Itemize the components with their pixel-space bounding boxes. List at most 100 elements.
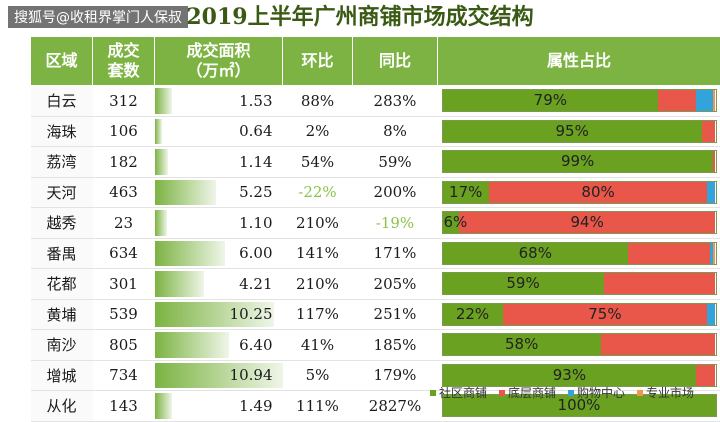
cell-yoy: 200%: [353, 177, 438, 208]
cell-mom: 141%: [283, 238, 353, 269]
cell-yoy: 171%: [353, 238, 438, 269]
mix-stacked-bar: 17%80%: [442, 181, 717, 204]
cell-mix: 17%80%: [438, 177, 720, 208]
cell-yoy: 179%: [353, 360, 438, 391]
cell-area: 6.00: [155, 238, 283, 269]
header-units-line1: 成交: [93, 41, 154, 61]
mix-label: 68%: [443, 243, 629, 264]
cell-yoy: 59%: [353, 147, 438, 178]
mix-label: 93%: [443, 365, 697, 386]
mix-stacked-bar: 59%: [442, 272, 717, 295]
cell-region: 从化: [31, 391, 93, 422]
cell-mix: 6%94%: [438, 208, 720, 239]
cell-area: 1.14: [155, 147, 283, 178]
area-value: 1.14: [155, 153, 283, 171]
mix-segment: [658, 90, 696, 111]
cell-mix: 68%: [438, 238, 720, 269]
legend-swatch: [568, 390, 574, 396]
header-yoy: 同比: [353, 37, 438, 86]
cell-mix: 58%: [438, 330, 720, 361]
header-row: 区域 成交 套数 成交面积 （万㎡） 环比 同比 属性占比: [31, 37, 720, 86]
cell-units: 106: [93, 116, 155, 147]
cell-area: 5.25: [155, 177, 283, 208]
cell-region: 白云: [31, 86, 93, 117]
legend-item: 底层商铺: [499, 384, 556, 401]
header-area: 成交面积 （万㎡）: [155, 37, 283, 86]
legend-item: 专业市场: [637, 384, 694, 401]
header-area-line2: （万㎡）: [155, 61, 282, 81]
area-value: 5.25: [155, 183, 283, 201]
mix-segment: [707, 182, 715, 203]
mix-stacked-bar: 95%: [442, 120, 717, 143]
area-value: 10.94: [155, 366, 283, 384]
cell-area: 0.64: [155, 116, 283, 147]
header-units: 成交 套数: [93, 37, 155, 86]
legend-label: 专业市场: [646, 384, 694, 401]
cell-area: 4.21: [155, 269, 283, 300]
cell-area: 10.94: [155, 360, 283, 391]
area-value: 1.10: [155, 214, 283, 232]
cell-region: 黄埔: [31, 299, 93, 330]
area-value: 10.25: [155, 305, 283, 323]
legend-swatch: [430, 390, 436, 396]
mix-segment: [713, 243, 716, 264]
cell-area: 1.10: [155, 208, 283, 239]
mix-stacked-bar: 79%: [442, 89, 717, 112]
cell-yoy: 185%: [353, 330, 438, 361]
cell-units: 182: [93, 147, 155, 178]
mix-label: 79%: [443, 90, 659, 111]
cell-mom: 210%: [283, 208, 353, 239]
cell-yoy: 251%: [353, 299, 438, 330]
cell-units: 805: [93, 330, 155, 361]
mix-stacked-bar: 99%: [442, 150, 717, 173]
cell-mix: 99%: [438, 147, 720, 178]
mix-label: 22%: [443, 304, 503, 325]
mix-segment: [713, 151, 716, 172]
cell-mom: 210%: [283, 269, 353, 300]
cell-units: 734: [93, 360, 155, 391]
cell-mom: -22%: [283, 177, 353, 208]
cell-area: 6.40: [155, 330, 283, 361]
cell-yoy: 8%: [353, 116, 438, 147]
cell-units: 143: [93, 391, 155, 422]
cell-mom: 2%: [283, 116, 353, 147]
cell-mix: 22%75%: [438, 299, 720, 330]
area-value: 1.49: [155, 397, 283, 415]
mix-segment: [707, 304, 715, 325]
area-value: 0.64: [155, 122, 283, 140]
cell-mom: 88%: [283, 86, 353, 117]
legend-item: 购物中心: [568, 384, 625, 401]
mix-label: 59%: [443, 273, 604, 294]
mix-segment: [601, 334, 716, 355]
cell-mix: 79%: [438, 86, 720, 117]
cell-mom: 41%: [283, 330, 353, 361]
cell-mom: 5%: [283, 360, 353, 391]
header-area-line1: 成交面积: [155, 41, 282, 61]
mix-segment: [604, 273, 716, 294]
cell-area: 1.53: [155, 86, 283, 117]
mix-segment: [713, 90, 716, 111]
header-mom: 环比: [283, 37, 353, 86]
cell-mom: 54%: [283, 147, 353, 178]
mix-segment: [696, 365, 715, 386]
mix-label: 99%: [443, 151, 713, 172]
mix-label: 95%: [443, 121, 702, 142]
legend: 社区商铺底层商铺购物中心 专业市场: [430, 384, 694, 401]
legend-item: 社区商铺: [430, 384, 487, 401]
mix-segment: [702, 121, 716, 142]
mix-stacked-bar: 22%75%: [442, 303, 717, 326]
mix-label: 94%: [459, 212, 716, 233]
area-value: 4.21: [155, 275, 283, 293]
legend-swatch: [499, 390, 505, 396]
cell-area: 10.25: [155, 299, 283, 330]
legend-swatch: [637, 390, 643, 396]
